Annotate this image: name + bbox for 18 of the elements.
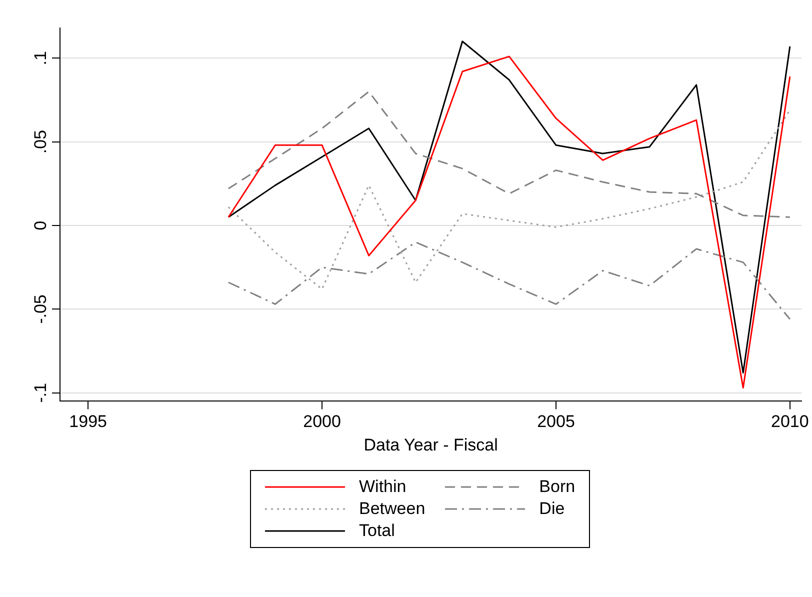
y-tick-label: -.1 [31, 382, 50, 403]
line-series [228, 241, 791, 320]
x-axis-title: Data Year - Fiscal [364, 435, 498, 454]
y-tick-label: 0 [31, 220, 50, 230]
y-tick-label: -.05 [31, 294, 50, 324]
line-series [228, 109, 791, 290]
legend-label: Die [539, 499, 565, 519]
legend-label: Born [539, 477, 576, 497]
legend-label: Between [359, 499, 426, 519]
line-series [228, 90, 791, 218]
x-tick-label: 2010 [771, 412, 809, 432]
x-tick-label: 2005 [537, 412, 575, 432]
x-tick-label: 2000 [303, 412, 341, 432]
y-tick-label: .1 [31, 51, 50, 66]
x-tick-label: 1995 [69, 412, 107, 432]
legend-label: Within [359, 477, 406, 497]
y-tick-label: .05 [31, 130, 50, 154]
legend-label: Total [359, 521, 395, 541]
